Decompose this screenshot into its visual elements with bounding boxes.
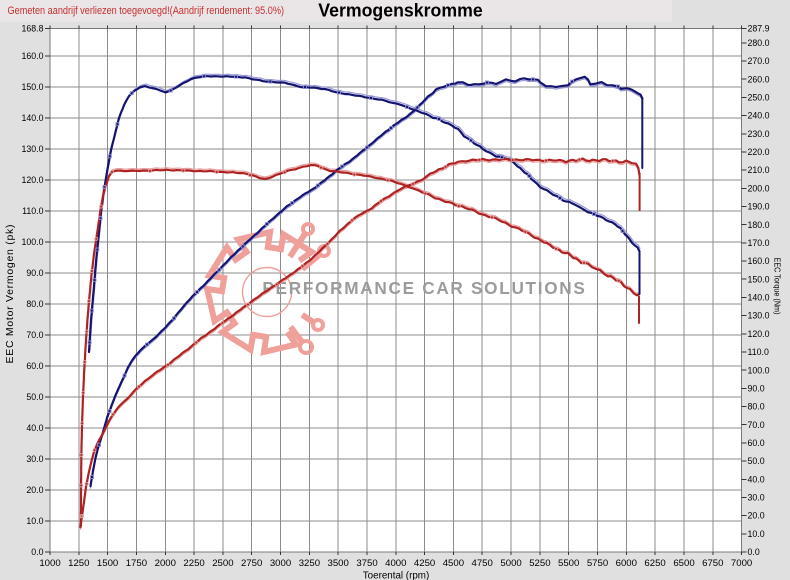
svg-text:1250: 1250 bbox=[68, 558, 89, 569]
svg-text:30.0: 30.0 bbox=[26, 454, 43, 464]
svg-text:0.0: 0.0 bbox=[31, 547, 43, 557]
svg-text:40.0: 40.0 bbox=[26, 423, 43, 433]
svg-text:4250: 4250 bbox=[414, 558, 435, 569]
svg-text:260.0: 260.0 bbox=[748, 74, 770, 84]
svg-text:150.0: 150.0 bbox=[21, 82, 43, 92]
svg-text:3500: 3500 bbox=[328, 558, 349, 569]
svg-text:Gemeten aandrijf verliezen toe: Gemeten aandrijf verliezen toegevoegd!(A… bbox=[8, 5, 285, 17]
svg-text:100.0: 100.0 bbox=[748, 365, 770, 375]
svg-text:170.0: 170.0 bbox=[748, 238, 770, 248]
svg-text:80.0: 80.0 bbox=[26, 299, 43, 309]
svg-text:20.0: 20.0 bbox=[26, 485, 43, 495]
svg-text:6000: 6000 bbox=[616, 558, 637, 569]
svg-text:PERFORMANCE CAR SOLUTIONS: PERFORMANCE CAR SOLUTIONS bbox=[262, 278, 586, 298]
svg-text:1750: 1750 bbox=[126, 558, 147, 569]
svg-text:270.0: 270.0 bbox=[748, 56, 770, 66]
svg-text:160.0: 160.0 bbox=[748, 256, 770, 266]
svg-text:4750: 4750 bbox=[472, 558, 493, 569]
svg-text:287.9: 287.9 bbox=[748, 24, 770, 34]
svg-text:180.0: 180.0 bbox=[748, 220, 770, 230]
svg-text:1500: 1500 bbox=[97, 558, 118, 569]
svg-text:4500: 4500 bbox=[443, 558, 464, 569]
svg-text:Vermogenskromme: Vermogenskromme bbox=[318, 1, 483, 21]
svg-text:3750: 3750 bbox=[356, 558, 377, 569]
svg-text:280.0: 280.0 bbox=[748, 38, 770, 48]
svg-text:250.0: 250.0 bbox=[748, 93, 770, 103]
svg-text:120.0: 120.0 bbox=[21, 175, 43, 185]
svg-text:6500: 6500 bbox=[673, 558, 694, 569]
svg-text:Toerental (rpm): Toerental (rpm) bbox=[363, 571, 429, 580]
svg-text:5000: 5000 bbox=[500, 558, 521, 569]
svg-text:130.0: 130.0 bbox=[748, 311, 770, 321]
svg-text:60.0: 60.0 bbox=[748, 438, 765, 448]
svg-text:110.0: 110.0 bbox=[748, 347, 769, 357]
svg-text:70.0: 70.0 bbox=[748, 420, 765, 430]
svg-text:90.0: 90.0 bbox=[26, 268, 43, 278]
svg-text:2000: 2000 bbox=[155, 558, 176, 569]
svg-text:210.0: 210.0 bbox=[748, 165, 770, 175]
svg-text:120.0: 120.0 bbox=[748, 329, 770, 339]
svg-text:150.0: 150.0 bbox=[748, 274, 770, 284]
svg-text:40.0: 40.0 bbox=[748, 474, 765, 484]
svg-text:7000: 7000 bbox=[731, 558, 752, 569]
svg-text:200.0: 200.0 bbox=[748, 183, 770, 193]
svg-text:90.0: 90.0 bbox=[748, 383, 765, 393]
svg-text:140.0: 140.0 bbox=[21, 113, 43, 123]
svg-text:EEC Motor Vermogen (pk): EEC Motor Vermogen (pk) bbox=[4, 225, 16, 364]
svg-text:EEC Torque (Nm): EEC Torque (Nm) bbox=[773, 258, 783, 315]
svg-text:10.0: 10.0 bbox=[748, 529, 765, 539]
svg-text:1000: 1000 bbox=[39, 558, 60, 569]
svg-text:5750: 5750 bbox=[587, 558, 608, 569]
svg-text:160.0: 160.0 bbox=[21, 51, 43, 61]
svg-text:50.0: 50.0 bbox=[748, 456, 765, 466]
svg-text:3000: 3000 bbox=[270, 558, 291, 569]
svg-text:4000: 4000 bbox=[385, 558, 406, 569]
svg-text:0.0: 0.0 bbox=[748, 547, 760, 557]
svg-text:60.0: 60.0 bbox=[26, 361, 43, 371]
svg-text:10.0: 10.0 bbox=[26, 516, 43, 526]
svg-text:110.0: 110.0 bbox=[22, 206, 43, 216]
svg-text:30.0: 30.0 bbox=[748, 493, 765, 503]
svg-text:70.0: 70.0 bbox=[26, 330, 43, 340]
svg-text:240.0: 240.0 bbox=[748, 111, 770, 121]
svg-text:80.0: 80.0 bbox=[748, 402, 765, 412]
svg-text:5500: 5500 bbox=[558, 558, 579, 569]
svg-text:20.0: 20.0 bbox=[748, 511, 765, 521]
svg-text:2750: 2750 bbox=[241, 558, 262, 569]
svg-text:6250: 6250 bbox=[644, 558, 665, 569]
svg-text:230.0: 230.0 bbox=[748, 129, 770, 139]
svg-text:2500: 2500 bbox=[212, 558, 233, 569]
svg-text:6750: 6750 bbox=[702, 558, 723, 569]
svg-text:190.0: 190.0 bbox=[748, 202, 770, 212]
svg-text:3250: 3250 bbox=[299, 558, 320, 569]
svg-text:130.0: 130.0 bbox=[21, 144, 43, 154]
svg-text:100.0: 100.0 bbox=[21, 237, 43, 247]
svg-text:5250: 5250 bbox=[529, 558, 550, 569]
svg-text:2250: 2250 bbox=[183, 558, 204, 569]
svg-text:220.0: 220.0 bbox=[748, 147, 770, 157]
svg-text:50.0: 50.0 bbox=[26, 392, 43, 402]
svg-text:140.0: 140.0 bbox=[748, 293, 770, 303]
svg-text:168.8: 168.8 bbox=[21, 24, 43, 34]
